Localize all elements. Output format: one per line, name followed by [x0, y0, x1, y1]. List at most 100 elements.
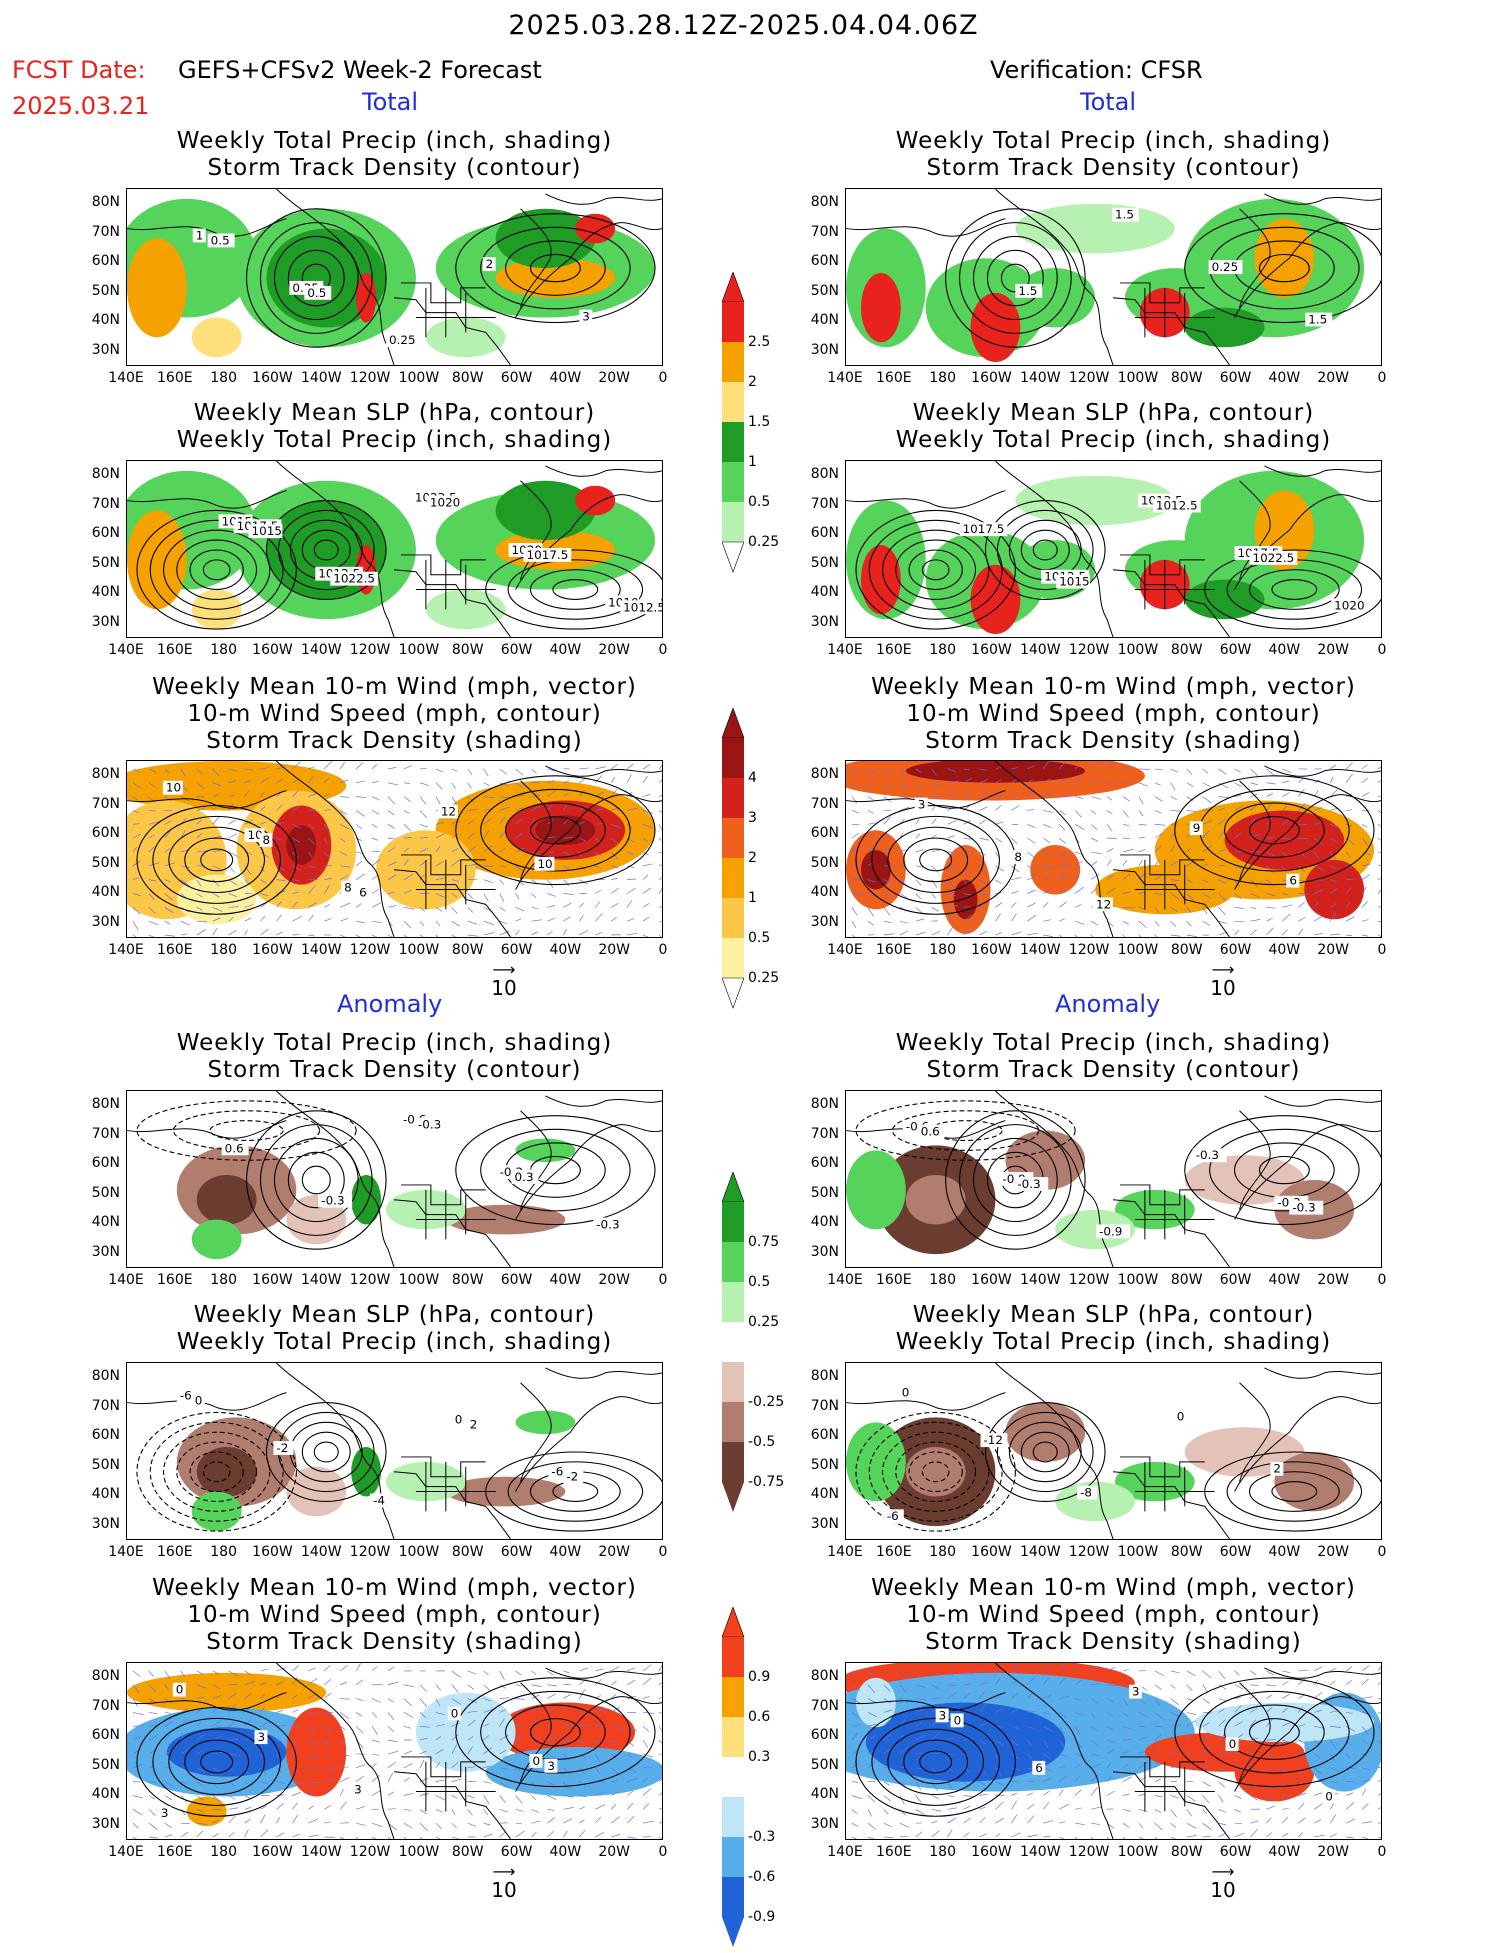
coastline — [545, 194, 662, 204]
wind-vector — [1378, 1679, 1381, 1684]
wind-vector — [595, 1832, 604, 1837]
wind-vector — [1378, 1805, 1381, 1809]
wind-vector — [1155, 1823, 1162, 1830]
wind-vector — [627, 1668, 635, 1671]
wind-vector — [452, 783, 456, 789]
wind-vector — [1346, 1837, 1354, 1838]
wind-vector — [916, 850, 923, 852]
map-value-label: 3 — [161, 1806, 169, 1820]
lat-tick-label: 40N — [86, 1786, 120, 1802]
wind-vector — [388, 797, 395, 805]
lat-tick-label: 50N — [805, 1185, 839, 1201]
lon-tick-label: 20W — [592, 942, 636, 958]
wind-vector — [659, 1712, 662, 1714]
lon-tick-label: 140E — [104, 1844, 148, 1860]
wind-vector — [1378, 763, 1381, 769]
colorbar-label: 4 — [748, 770, 757, 786]
lon-tick-label: 40W — [543, 1272, 587, 1288]
wind-vector — [1219, 1833, 1226, 1837]
precip-shading — [127, 510, 187, 609]
colorbar-label: 2 — [748, 374, 757, 390]
wind-vector — [643, 903, 649, 907]
colorbar-label: 0.9 — [748, 1669, 770, 1685]
lon-tick-label: 160W — [969, 942, 1013, 958]
wind-vector — [1043, 1836, 1050, 1837]
map-value-label: 1022.5 — [1252, 551, 1294, 565]
precip-shading — [356, 273, 376, 322]
lon-tick-label: 140E — [104, 942, 148, 958]
wind-vector — [213, 817, 220, 825]
wind-vector — [1378, 1822, 1381, 1823]
lon-tick-label: 0 — [1360, 1272, 1404, 1288]
lon-tick-label: 0 — [1360, 1844, 1404, 1860]
coastline — [516, 1397, 662, 1492]
lat-tick-label: 50N — [86, 1185, 120, 1201]
wind-vector — [579, 1830, 585, 1837]
colorbar-segment — [722, 1717, 744, 1757]
wind-vector — [1346, 1793, 1353, 1796]
wind-vector — [324, 761, 332, 769]
panel-title-line: Storm Track Density (contour) — [805, 155, 1422, 182]
map-value-label: 2 — [486, 257, 494, 271]
wind-vector — [852, 824, 860, 825]
wind-vector — [1219, 1795, 1224, 1802]
wind-vector — [980, 931, 987, 935]
wind-vector — [1043, 810, 1053, 812]
panel-title-line: Weekly Total Precip (inch, shading) — [805, 1329, 1422, 1356]
wind-vector — [1155, 1779, 1161, 1782]
wind-vector — [372, 1667, 377, 1671]
fcst-precip-storm-title: Weekly Total Precip (inch, shading)Storm… — [86, 128, 703, 182]
wind-vector — [659, 1740, 662, 1747]
wind-vector — [1155, 1671, 1164, 1676]
wind-vector — [1187, 935, 1197, 937]
colorbar-segment — [722, 1362, 744, 1402]
wind-vector — [420, 1685, 427, 1692]
lon-tick-label: 140E — [104, 642, 148, 658]
map-value-label: 8 — [1014, 850, 1022, 864]
map-value-label: 1015 — [1059, 575, 1089, 589]
colorbar-label: 2 — [748, 850, 757, 866]
wind-vector — [1155, 769, 1163, 770]
lat-tick-label: 70N — [86, 224, 120, 240]
wind-vector — [1266, 1695, 1272, 1699]
lat-tick-label: 40N — [86, 1486, 120, 1502]
map-value-label: 8 — [344, 881, 352, 895]
wind-vector — [531, 1821, 540, 1823]
wind-vector — [1075, 1790, 1081, 1796]
lat-tick-label: 60N — [805, 525, 839, 541]
wind-vector — [1250, 1821, 1258, 1824]
lon-tick-label: 140W — [1018, 642, 1062, 658]
wind-vector — [1330, 765, 1336, 769]
wind-vector — [149, 1671, 154, 1677]
wind-vector — [1330, 1668, 1336, 1671]
lon-tick-label: 60W — [495, 1272, 539, 1288]
wind-vector — [468, 921, 477, 924]
lon-tick-label: 140W — [299, 1544, 343, 1560]
lon-tick-label: 140E — [104, 370, 148, 386]
wind-vector — [356, 904, 361, 908]
lon-tick-label: 160E — [872, 942, 916, 958]
lat-tick-label: 70N — [86, 1698, 120, 1714]
wind-vector — [627, 934, 637, 935]
lat-tick-label: 80N — [86, 1368, 120, 1384]
colorbar-label: 0.25 — [748, 534, 779, 550]
colorbar-segment — [722, 1677, 744, 1717]
lat-tick-label: 60N — [86, 1427, 120, 1443]
precip-shading — [496, 481, 596, 540]
wind-vector — [404, 797, 411, 802]
lon-tick-label: 60W — [1214, 1272, 1258, 1288]
wind-vector — [868, 797, 873, 800]
wind-vector — [884, 1837, 894, 1838]
wind-vector — [1139, 1809, 1147, 1812]
wind-vector — [452, 907, 458, 913]
precip-shading — [971, 565, 1021, 634]
map-value-label: 0 — [451, 1706, 459, 1720]
wind-vector — [563, 1684, 570, 1685]
map-value-label: 0 — [1325, 1789, 1333, 1803]
colorbar-segment — [722, 502, 744, 542]
wind-vector — [388, 1751, 398, 1754]
wind-vector — [563, 1819, 571, 1824]
lon-tick-label: 140E — [104, 1272, 148, 1288]
wind-vector — [1235, 769, 1241, 772]
wind-vector — [1155, 1837, 1161, 1839]
